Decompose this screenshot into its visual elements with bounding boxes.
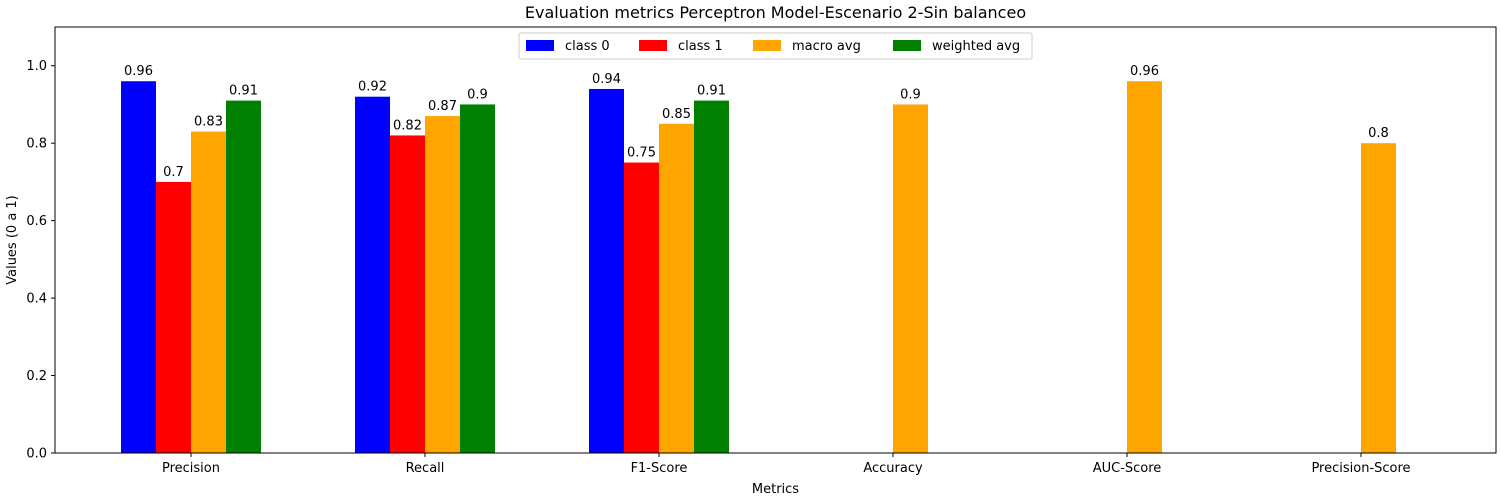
bar-value-label: 0.96 <box>124 64 153 79</box>
bar-macro-avg <box>425 116 460 453</box>
x-tick-label: AUC-Score <box>1093 461 1162 476</box>
y-tick-label: 0.4 <box>26 292 47 307</box>
bar-weighted-avg <box>694 100 729 453</box>
bar-macro-avg <box>893 104 928 454</box>
bar-value-label: 0.87 <box>428 99 457 114</box>
y-tick-label: 1.0 <box>26 59 47 74</box>
bar-value-label: 0.91 <box>697 84 726 99</box>
legend-swatch <box>639 40 667 51</box>
x-axis-label: Metrics <box>752 482 799 497</box>
y-tick-label: 0.0 <box>26 447 47 462</box>
bar-macro-avg <box>191 131 226 453</box>
bar-value-label: 0.82 <box>393 118 422 133</box>
bar-value-label: 0.92 <box>358 80 387 95</box>
bar-value-label: 0.94 <box>592 72 621 87</box>
bar-value-label: 0.85 <box>662 107 691 122</box>
bar-macro-avg <box>1127 81 1162 453</box>
chart-title: Evaluation metrics Perceptron Model-Esce… <box>525 3 1026 22</box>
bar-macro-avg <box>1361 143 1396 453</box>
x-tick-label: Accuracy <box>863 461 923 476</box>
bar-class-1 <box>390 135 425 453</box>
plot-area: 0.0 0.2 0.4 0.6 0.8 1.0 0.96 0.7 0.83 0.91 Precisi… <box>26 59 1410 476</box>
y-tick-label: 0.2 <box>26 369 47 384</box>
bar-class-1 <box>624 162 659 453</box>
legend-label: class 0 <box>565 39 610 54</box>
legend: class 0 class 1 macro avg weighted avg <box>518 32 1033 60</box>
bar-class-0 <box>121 81 156 453</box>
bar-value-label: 0.75 <box>627 146 656 161</box>
legend-swatch <box>526 40 554 51</box>
bar-value-label: 0.7 <box>163 165 184 180</box>
x-tick-label: Recall <box>406 461 445 476</box>
y-tick-label: 0.8 <box>26 137 47 152</box>
bar-weighted-avg <box>460 104 495 454</box>
bar-value-label: 0.91 <box>229 84 258 99</box>
bar-weighted-avg <box>226 100 261 453</box>
bar-value-label: 0.96 <box>1130 64 1159 79</box>
legend-swatch <box>753 40 781 51</box>
y-tick-label: 0.6 <box>26 214 47 229</box>
plot-frame <box>54 26 1497 454</box>
bar-value-label: 0.9 <box>467 87 488 102</box>
x-tick-label: F1-Score <box>631 461 688 476</box>
y-axis-label: Values (0 a 1) <box>5 195 20 285</box>
bar-value-label: 0.8 <box>1368 126 1389 141</box>
bar-macro-avg <box>659 123 694 454</box>
bar-value-label: 0.83 <box>194 115 223 130</box>
bar-value-label: 0.9 <box>900 87 921 102</box>
bar-class-0 <box>589 88 624 454</box>
legend-label: class 1 <box>678 39 723 54</box>
legend-label: macro avg <box>792 39 861 54</box>
x-tick-label: Precision <box>162 461 220 476</box>
x-tick-label: Precision-Score <box>1311 461 1410 476</box>
bar-class-0 <box>355 96 390 453</box>
bar-class-1 <box>156 181 191 453</box>
legend-label: weighted avg <box>932 39 1020 54</box>
legend-swatch <box>893 40 921 51</box>
